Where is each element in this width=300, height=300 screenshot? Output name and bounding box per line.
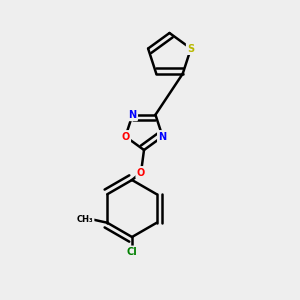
Text: S: S bbox=[187, 44, 194, 53]
Text: Cl: Cl bbox=[127, 247, 137, 257]
Text: CH₃: CH₃ bbox=[76, 215, 93, 224]
Text: O: O bbox=[121, 131, 130, 142]
Text: O: O bbox=[137, 167, 145, 178]
Text: N: N bbox=[158, 131, 166, 142]
Text: N: N bbox=[128, 110, 136, 120]
